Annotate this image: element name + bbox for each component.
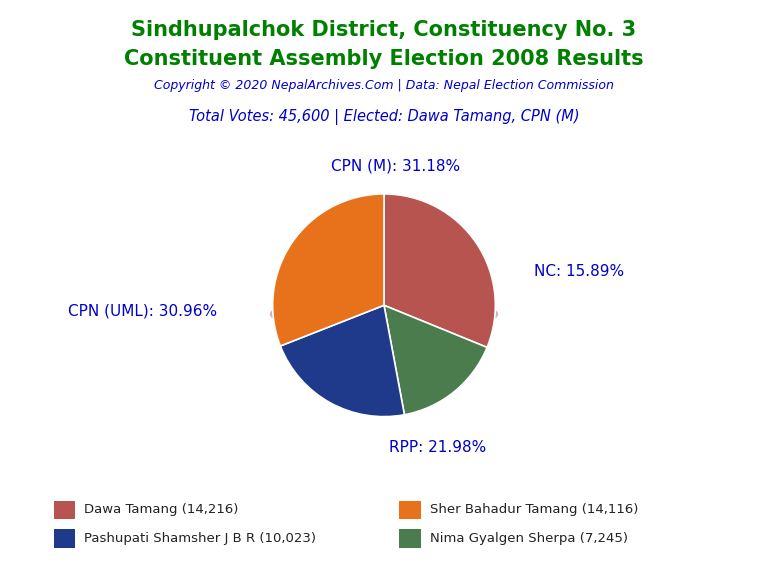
Text: Pashupati Shamsher J B R (10,023): Pashupati Shamsher J B R (10,023) <box>84 532 316 545</box>
Text: Copyright © 2020 NepalArchives.Com | Data: Nepal Election Commission: Copyright © 2020 NepalArchives.Com | Dat… <box>154 79 614 93</box>
Text: Total Votes: 45,600 | Elected: Dawa Tamang, CPN (M): Total Votes: 45,600 | Elected: Dawa Tama… <box>189 109 579 126</box>
Wedge shape <box>384 194 495 347</box>
Wedge shape <box>280 305 405 416</box>
Text: CPN (M): 31.18%: CPN (M): 31.18% <box>330 158 460 173</box>
Text: RPP: 21.98%: RPP: 21.98% <box>389 440 486 455</box>
Text: CPN (UML): 30.96%: CPN (UML): 30.96% <box>68 304 217 319</box>
Wedge shape <box>273 194 384 346</box>
Text: NC: 15.89%: NC: 15.89% <box>535 264 624 279</box>
Text: Constituent Assembly Election 2008 Results: Constituent Assembly Election 2008 Resul… <box>124 49 644 69</box>
Text: Sindhupalchok District, Constituency No. 3: Sindhupalchok District, Constituency No.… <box>131 20 637 40</box>
Text: Dawa Tamang (14,216): Dawa Tamang (14,216) <box>84 503 239 516</box>
Text: Sher Bahadur Tamang (14,116): Sher Bahadur Tamang (14,116) <box>430 503 638 516</box>
Ellipse shape <box>270 295 498 334</box>
Text: Nima Gyalgen Sherpa (7,245): Nima Gyalgen Sherpa (7,245) <box>430 532 628 545</box>
Wedge shape <box>384 305 487 415</box>
